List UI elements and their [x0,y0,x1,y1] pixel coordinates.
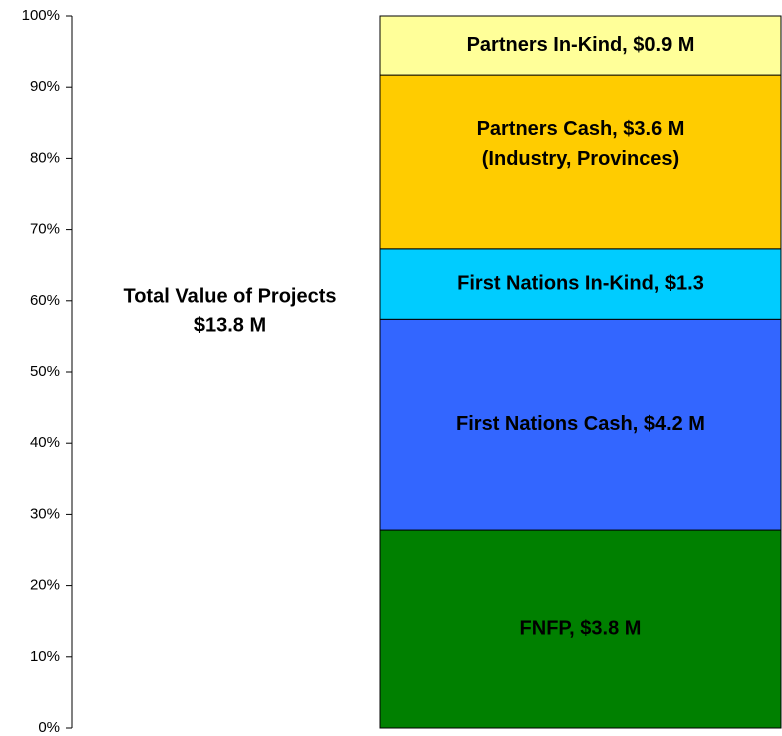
y-tick-label: 10% [30,648,60,665]
segment-label: FNFP, $3.8 M [520,617,642,639]
bar-segment [379,529,782,729]
y-tick-label: 90% [30,78,60,95]
y-tick-label: 0% [38,719,60,736]
y-tick-label: 100% [22,7,60,24]
y-tick-label: 20% [30,577,60,594]
y-tick-label: 80% [30,149,60,166]
y-tick-label: 70% [30,221,60,238]
segment-label: First Nations In-Kind, $1.3 [457,272,704,294]
segment-label: (Industry, Provinces) [482,148,679,170]
segment-label: First Nations Cash, $4.2 M [456,413,705,435]
annotation: Total Value of Projects [123,285,336,307]
bar-segment [379,15,782,76]
segment-label: Partners In-Kind, $0.9 M [467,34,695,56]
annotation: $13.8 M [194,314,266,336]
segment-label: Partners Cash, $3.6 M [477,118,685,140]
bar-segment [379,74,782,250]
y-tick-label: 50% [30,363,60,380]
y-tick-label: 40% [30,434,60,451]
bar-segment [379,318,782,531]
y-tick-label: 30% [30,505,60,522]
y-tick-label: 60% [30,292,60,309]
